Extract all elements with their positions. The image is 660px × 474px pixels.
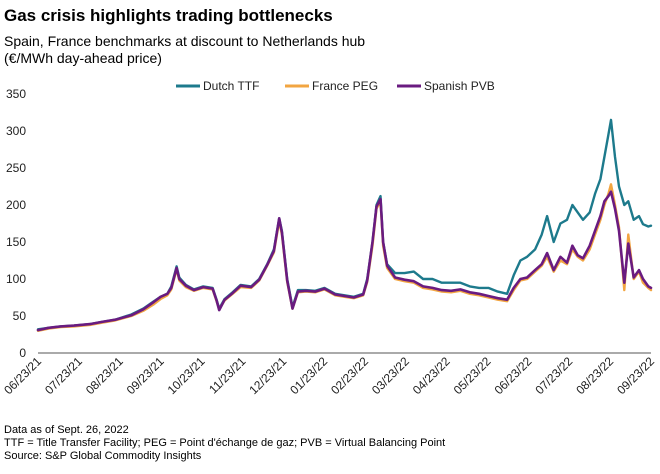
series-line-spanish-pvb [36, 190, 653, 332]
y-tick-label: 250 [6, 161, 26, 175]
x-tick-label: 07/23/21 [42, 354, 85, 397]
x-tick-label: 08/23/21 [83, 354, 126, 397]
x-tick-label: 06/23/22 [492, 354, 535, 397]
x-tick-label: 02/23/22 [328, 354, 371, 397]
x-tick-label: 06/23/21 [1, 354, 44, 397]
x-tick-label: 04/23/22 [410, 354, 453, 397]
footnote-data-date: Data as of Sept. 26, 2022 [4, 424, 129, 436]
x-tick-label: 08/23/22 [573, 354, 616, 397]
chart-title: Gas crisis highlights trading bottleneck… [4, 6, 333, 25]
x-tick-label: 07/23/22 [532, 354, 575, 397]
y-tick-label: 0 [19, 346, 26, 360]
x-tick-label: 12/23/21 [246, 354, 289, 397]
y-tick-label: 50 [13, 309, 27, 323]
x-tick-label: 10/23/21 [165, 354, 208, 397]
x-tick-label: 09/23/21 [124, 354, 167, 397]
chart-legend: Dutch TTF France PEG Spanish PVB [176, 79, 495, 93]
footnote-abbreviations: TTF = Title Transfer Facility; PEG = Poi… [4, 437, 446, 449]
subtitle-line-2: (€/MWh day-ahead price) [4, 50, 162, 66]
y-tick-label: 150 [6, 235, 26, 249]
footnote-source: Source: S&P Global Commodity Insights [4, 450, 202, 462]
x-tick-label: 05/23/22 [451, 354, 494, 397]
y-tick-label: 200 [6, 198, 26, 212]
legend-label-spanish-pvb: Spanish PVB [424, 79, 495, 93]
line-chart: Dutch TTF France PEG Spanish PVB 0 50 100 150… [1, 79, 657, 397]
y-tick-label: 300 [6, 124, 26, 138]
subtitle-line-1: Spain, France benchmarks at discount to … [4, 33, 366, 49]
x-tick-label: 09/23/22 [614, 354, 657, 397]
y-tick-label: 100 [6, 272, 26, 286]
series-group [36, 118, 653, 332]
x-tick-label: 11/23/21 [206, 354, 249, 397]
x-tick-label: 03/23/22 [369, 354, 412, 397]
y-tick-label: 350 [6, 87, 26, 101]
x-axis: 06/23/2107/23/2108/23/2109/23/2110/23/21… [1, 352, 657, 397]
footnotes: Data as of Sept. 26, 2022 TTF = Title Tr… [4, 424, 445, 463]
x-tick-label: 01/23/22 [287, 354, 330, 397]
legend-label-france-peg: France PEG [312, 79, 378, 93]
legend-label-dutch-ttf: Dutch TTF [203, 79, 259, 93]
chart-subtitle: Spain, France benchmarks at discount to … [4, 33, 365, 67]
y-axis: 0 50 100 150 200 250 300 350 [6, 87, 26, 360]
